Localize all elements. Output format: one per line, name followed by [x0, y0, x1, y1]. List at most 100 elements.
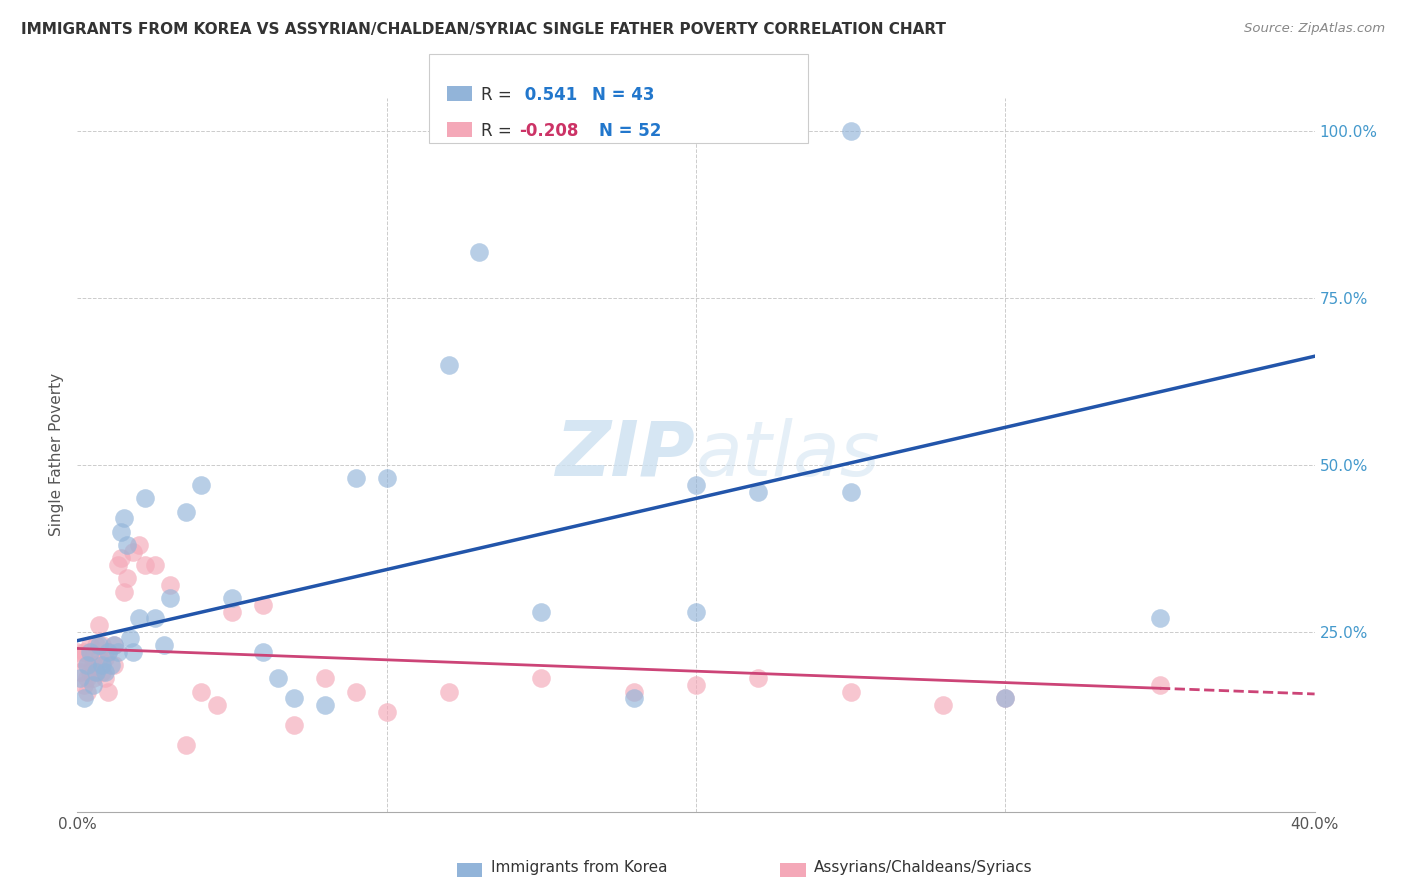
Point [91, 665, 114, 679]
Point [112, 511, 135, 525]
Point [97, 645, 120, 659]
Point [84, 665, 107, 679]
Point [103, 658, 125, 673]
Point [66, 645, 89, 659]
Point [69, 665, 91, 679]
Point [1149, 678, 1171, 692]
Point [437, 684, 460, 698]
Point [685, 678, 707, 692]
Text: N = 43: N = 43 [592, 86, 654, 103]
Point [190, 478, 212, 492]
Point [159, 591, 181, 606]
Point [76, 671, 98, 685]
Point [94, 651, 117, 665]
Text: IMMIGRANTS FROM KOREA VS ASSYRIAN/CHALDEAN/SYRIAC SINGLE FATHER POVERTY CORRELAT: IMMIGRANTS FROM KOREA VS ASSYRIAN/CHALDE… [21, 22, 946, 37]
Point [143, 558, 166, 572]
Text: -0.208: -0.208 [519, 121, 578, 140]
Point [72, 645, 94, 659]
Point [69, 651, 91, 665]
Point [115, 571, 138, 585]
Point [839, 124, 862, 138]
Point [107, 645, 129, 659]
Point [344, 684, 367, 698]
Point [100, 658, 122, 673]
Point [82, 651, 104, 665]
Point [87, 651, 110, 665]
Text: atlas: atlas [696, 418, 880, 491]
Point [314, 698, 336, 712]
Point [468, 244, 491, 259]
Point [118, 632, 141, 646]
Text: Source: ZipAtlas.com: Source: ZipAtlas.com [1244, 22, 1385, 36]
Point [314, 671, 336, 685]
Point [375, 705, 398, 719]
Text: Assyrians/Chaldeans/Syriacs: Assyrians/Chaldeans/Syriacs [814, 861, 1032, 875]
Point [932, 698, 955, 712]
Point [87, 618, 110, 632]
Point [112, 584, 135, 599]
Point [530, 671, 553, 685]
Text: 0.541: 0.541 [519, 86, 576, 103]
Point [84, 665, 107, 679]
Point [72, 691, 94, 706]
Point [685, 478, 707, 492]
Point [97, 684, 120, 698]
Point [623, 684, 645, 698]
Point [530, 605, 553, 619]
Point [344, 471, 367, 485]
Point [205, 698, 228, 712]
Point [221, 605, 243, 619]
Point [94, 665, 117, 679]
Point [103, 638, 125, 652]
Point [685, 605, 707, 619]
Point [110, 551, 132, 566]
Point [134, 491, 156, 506]
Point [94, 671, 117, 685]
Point [82, 678, 104, 692]
Y-axis label: Single Father Poverty: Single Father Poverty [49, 374, 65, 536]
Text: N = 52: N = 52 [599, 121, 661, 140]
Point [143, 611, 166, 625]
Point [76, 684, 98, 698]
Point [87, 638, 110, 652]
Point [221, 591, 243, 606]
Point [437, 358, 460, 372]
Point [994, 691, 1017, 706]
Point [134, 558, 156, 572]
Point [122, 544, 145, 558]
Point [69, 671, 91, 685]
Point [82, 658, 104, 673]
Point [159, 578, 181, 592]
Point [79, 665, 101, 679]
Point [79, 645, 101, 659]
Point [79, 638, 101, 652]
Point [252, 598, 274, 612]
Point [84, 638, 107, 652]
Point [267, 671, 290, 685]
Point [97, 645, 120, 659]
Point [375, 471, 398, 485]
Point [190, 684, 212, 698]
Point [174, 505, 197, 519]
Point [76, 658, 98, 673]
Point [128, 611, 150, 625]
Point [76, 658, 98, 673]
Point [174, 738, 197, 752]
Point [994, 691, 1017, 706]
Point [115, 538, 138, 552]
Point [82, 671, 104, 685]
Point [839, 684, 862, 698]
Point [91, 658, 114, 673]
Point [153, 638, 176, 652]
Point [283, 718, 305, 732]
Point [107, 558, 129, 572]
Text: Immigrants from Korea: Immigrants from Korea [491, 861, 668, 875]
Text: ZIP: ZIP [557, 418, 696, 491]
Point [110, 524, 132, 539]
Point [72, 678, 94, 692]
Point [747, 671, 769, 685]
Point [128, 538, 150, 552]
Point [747, 484, 769, 499]
Point [839, 484, 862, 499]
Text: R =: R = [481, 121, 517, 140]
